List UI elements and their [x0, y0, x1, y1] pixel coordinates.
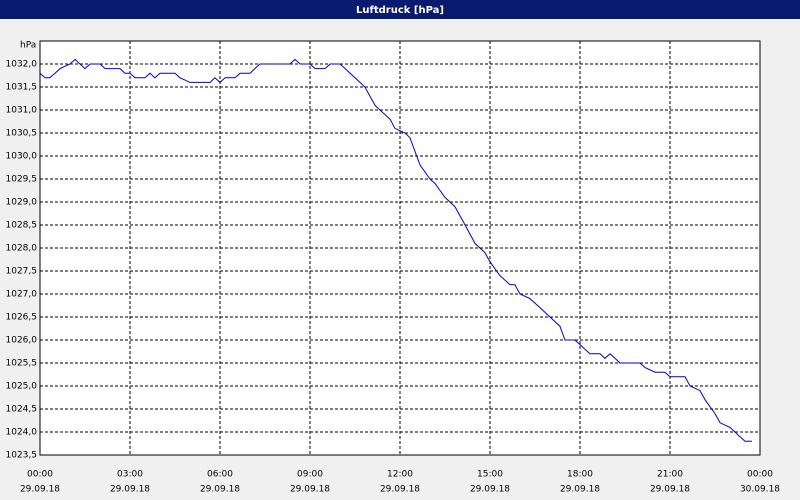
y-tick-label: 1027,5: [6, 267, 38, 277]
y-tick-label: 1026,0: [6, 336, 38, 346]
y-tick-label: 1025,0: [6, 382, 38, 392]
x-tick-date: 29.09.18: [380, 485, 420, 495]
y-tick-label: 1031,0: [6, 106, 38, 116]
x-tick-label: 15:00: [477, 470, 503, 480]
x-tick-date: 29.09.18: [20, 485, 60, 495]
x-tick-date: 30.09.18: [740, 485, 780, 495]
x-tick-date: 29.09.18: [650, 485, 690, 495]
x-tick-date: 29.09.18: [470, 485, 510, 495]
x-tick-date: 29.09.18: [560, 485, 600, 495]
y-tick-label: 1030,0: [6, 152, 38, 162]
plot-border: [39, 40, 761, 456]
title-bar: [0, 0, 800, 19]
y-tick-label: 1032,0: [6, 60, 38, 70]
y-tick-label: 1024,0: [6, 428, 38, 438]
x-tick-label: 12:00: [387, 470, 413, 480]
x-tick-label: 09:00: [297, 470, 323, 480]
y-tick-label: 1024,5: [6, 405, 38, 415]
x-tick-date: 29.09.18: [200, 485, 240, 495]
y-tick-label: 1027,0: [6, 290, 38, 300]
chart-title: Luftdruck [hPa]: [356, 5, 444, 16]
y-tick-label: 1023,5: [6, 451, 38, 461]
x-tick-date: 29.09.18: [110, 485, 150, 495]
x-tick-label: 18:00: [567, 470, 593, 480]
y-tick-label: 1029,0: [6, 198, 38, 208]
x-tick-date: 29.09.18: [290, 485, 330, 495]
x-tick-label: 06:00: [207, 470, 233, 480]
y-tick-label: 1030,5: [6, 129, 38, 139]
y-tick-label: 1031,5: [6, 83, 38, 93]
y-tick-label: 1025,5: [6, 359, 38, 369]
x-tick-label: 00:00: [747, 470, 773, 480]
y-axis-label: hPa: [20, 41, 36, 51]
y-tick-label: 1028,0: [6, 244, 38, 254]
x-tick-label: 21:00: [657, 470, 683, 480]
x-tick-label: 03:00: [117, 470, 143, 480]
y-tick-label: 1029,5: [6, 175, 38, 185]
x-tick-label: 00:00: [27, 470, 53, 480]
data-line: [39, 58, 752, 442]
y-tick-label: 1028,5: [6, 221, 38, 231]
y-tick-label: 1026,5: [6, 313, 38, 323]
